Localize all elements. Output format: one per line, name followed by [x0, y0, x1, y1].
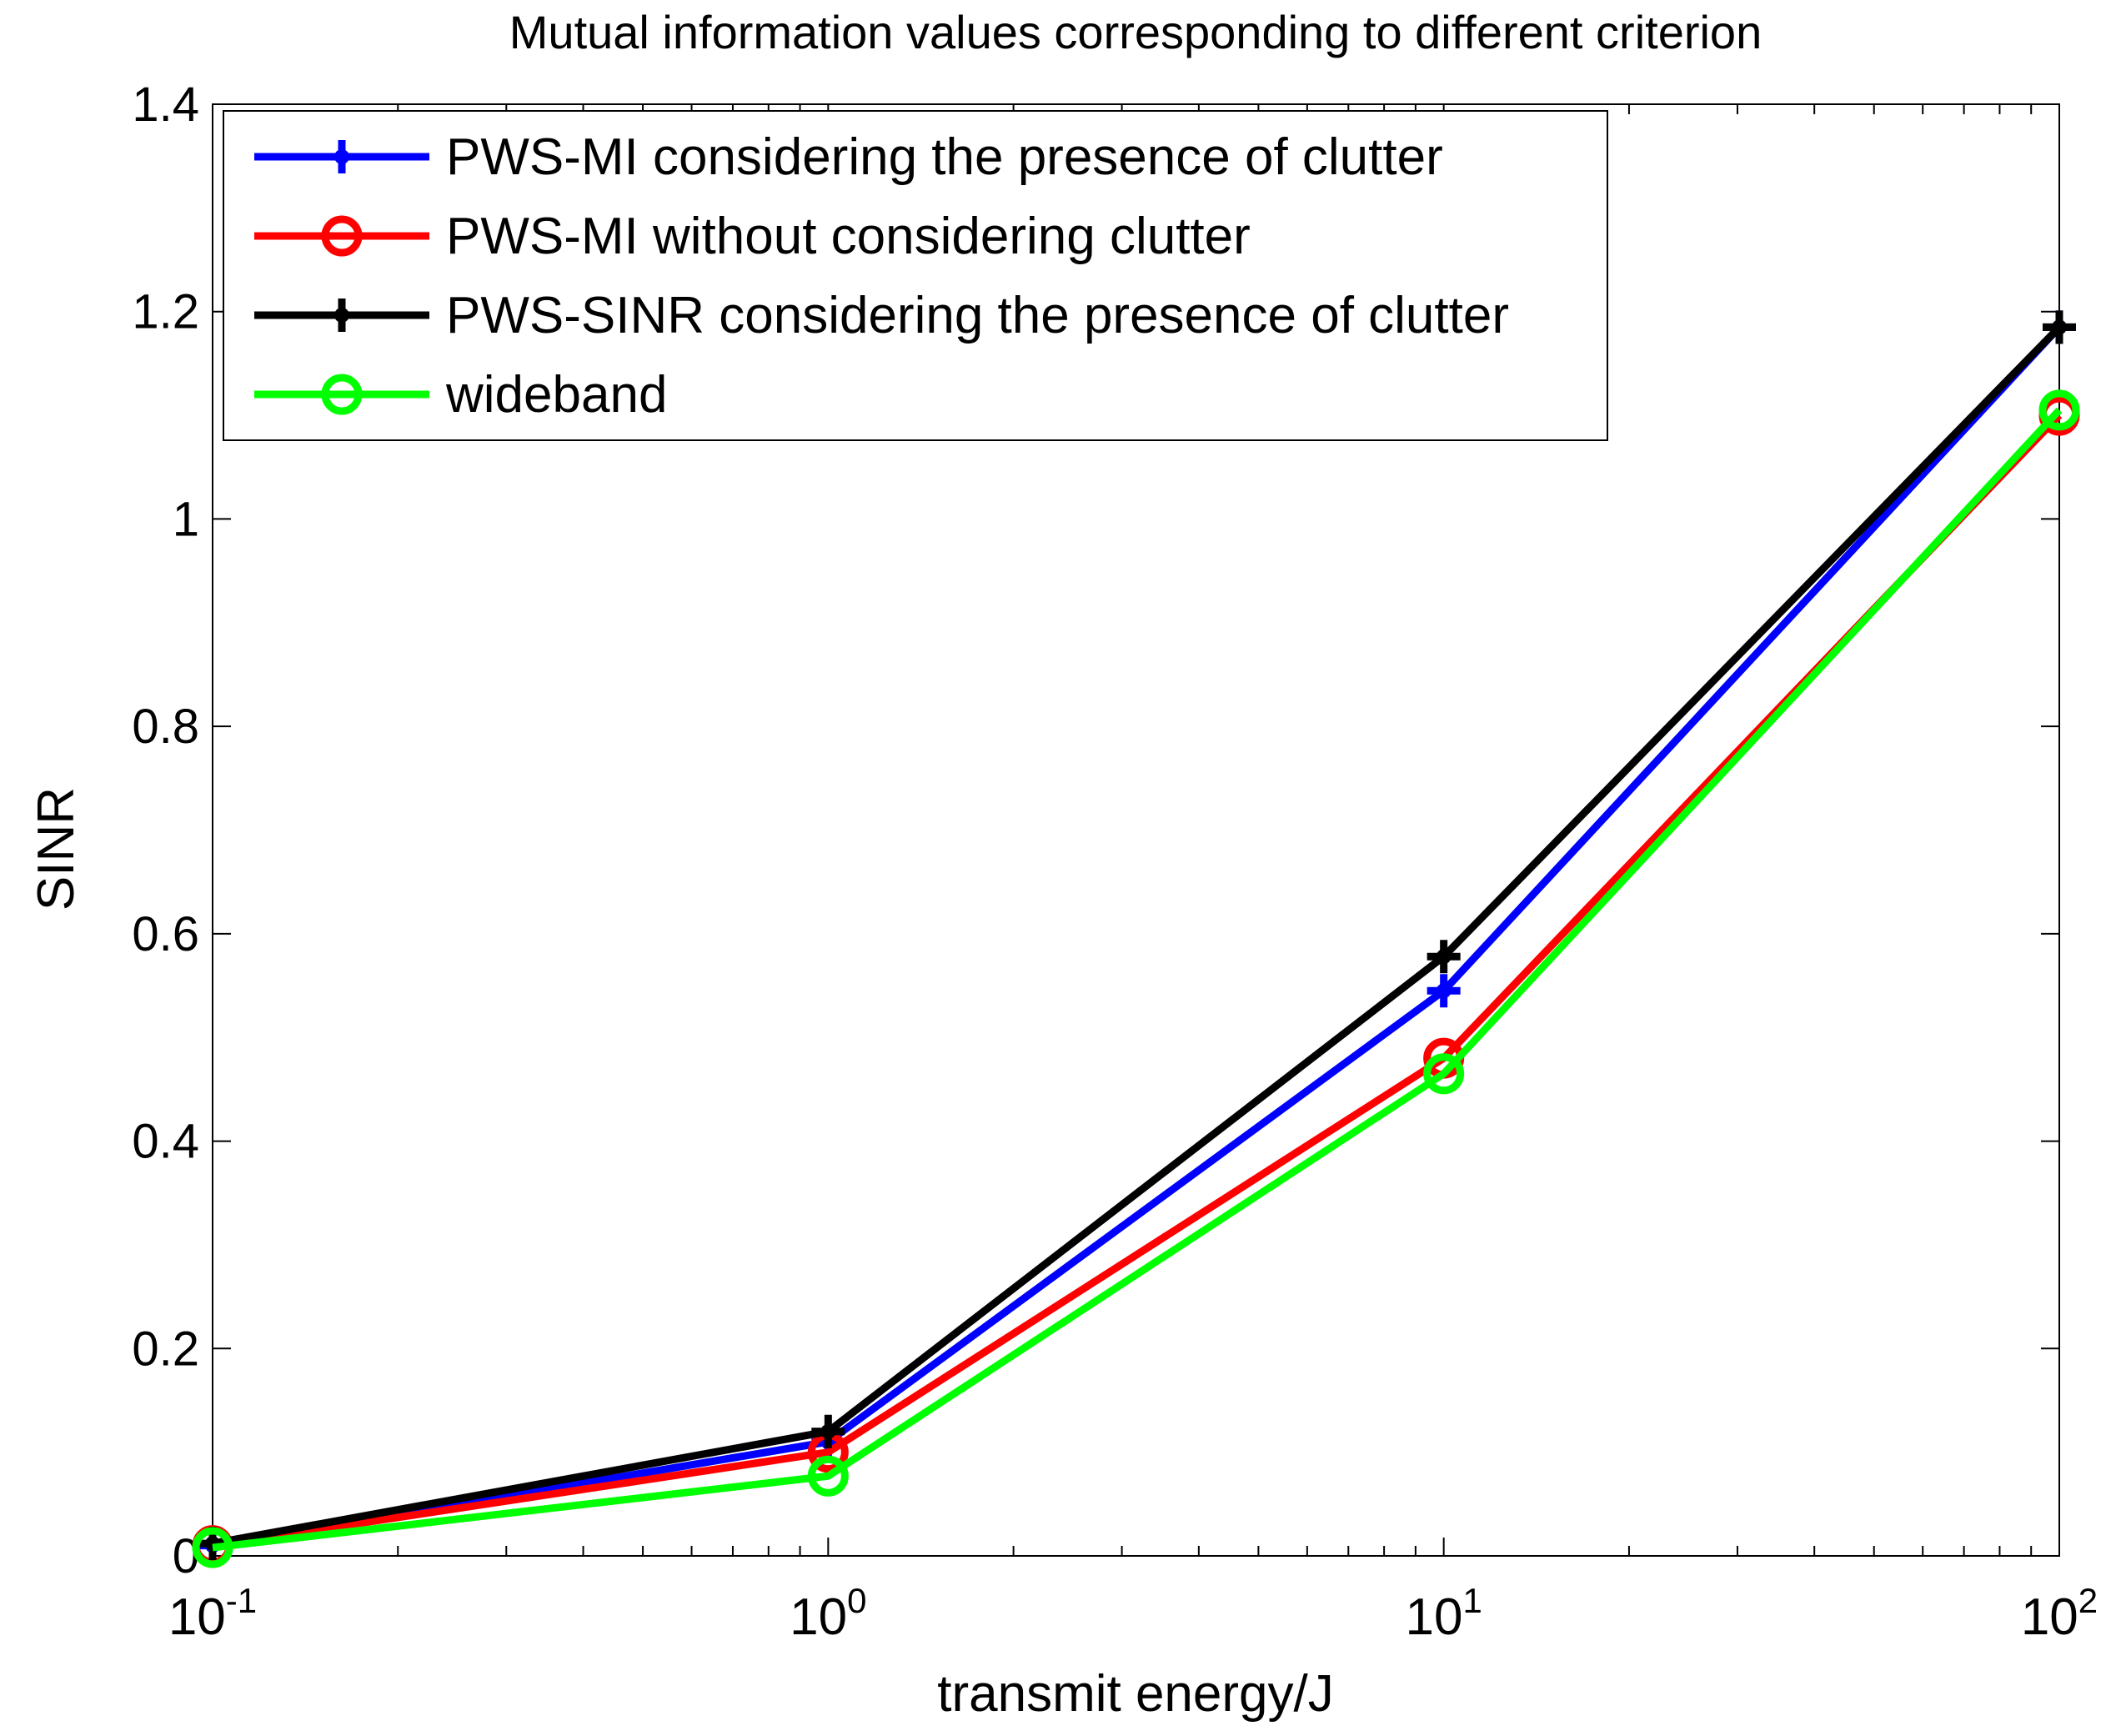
x-tick-label: 102 — [2021, 1581, 2098, 1646]
legend-item: PWS-MI considering the presence of clutt… — [254, 128, 1443, 186]
y-tick-label: 0.6 — [132, 907, 199, 961]
series-3-point-dot — [820, 1423, 836, 1439]
series-4-line — [212, 407, 2063, 1552]
legend-label: PWS-MI considering the presence of clutt… — [446, 128, 1443, 186]
series-4-point — [192, 1527, 233, 1568]
legend-item: PWS-SINR considering the presence of clu… — [254, 287, 1509, 344]
x-tick-label-base: 10 — [168, 1588, 226, 1646]
series-4-point — [1423, 1053, 1465, 1095]
series-1-line — [212, 324, 2063, 1550]
legend-marker-dot — [334, 149, 349, 164]
legend-label: PWS-SINR considering the presence of clu… — [446, 287, 1509, 344]
legend-item: wideband — [254, 366, 667, 424]
series-3-point — [2043, 310, 2076, 344]
chart-title: Mutual information values corresponding … — [509, 6, 1762, 58]
series-4 — [192, 389, 2080, 1568]
y-tick-label: 1.2 — [132, 285, 199, 339]
x-tick-label: 101 — [1406, 1581, 1482, 1646]
x-tick-label-base: 10 — [1406, 1588, 1463, 1646]
series-1-point-dot — [1436, 983, 1452, 999]
x-tick-label: 100 — [790, 1581, 866, 1646]
x-tick-label-exponent: 0 — [847, 1581, 866, 1620]
series-3-line — [212, 324, 2063, 1548]
y-tick-label: 1.4 — [132, 78, 199, 132]
legend-item: PWS-MI without considering clutter — [254, 208, 1251, 265]
y-tick-label: 1 — [173, 492, 199, 546]
y-axis-label: SINR — [28, 787, 85, 911]
legend: PWS-MI considering the presence of clutt… — [223, 110, 1608, 441]
legend-marker — [321, 374, 363, 415]
series-3-point-dot — [1436, 949, 1452, 965]
series-3 — [196, 310, 2076, 1561]
y-tick-label: 0.2 — [132, 1322, 199, 1376]
legend-marker — [321, 215, 363, 257]
series-3-point-dot — [2052, 319, 2067, 335]
legend-label: PWS-MI without considering clutter — [446, 208, 1251, 265]
legend-marker-dot — [334, 308, 349, 323]
y-tick-label: 0.8 — [132, 700, 199, 754]
series-4-point — [2038, 389, 2080, 431]
series-4-point — [807, 1455, 849, 1497]
legend-label: wideband — [445, 366, 667, 424]
x-tick-label-exponent: -1 — [226, 1581, 257, 1620]
x-tick-label-base: 10 — [790, 1588, 847, 1646]
x-tick-label-exponent: 1 — [1462, 1581, 1482, 1620]
series-1-point — [1427, 974, 1461, 1008]
series-3-point — [811, 1414, 845, 1448]
x-tick-label-exponent: 2 — [2078, 1581, 2098, 1620]
series-3-point — [1427, 940, 1461, 974]
legend-box — [223, 110, 1608, 441]
legend-marker — [325, 299, 359, 332]
x-tick-label-base: 10 — [2021, 1588, 2078, 1646]
x-tick-label: 10-1 — [168, 1581, 257, 1646]
x-axis-label: transmit energy/J — [937, 1665, 1334, 1723]
legend-marker — [325, 140, 359, 173]
y-tick-label: 0.4 — [132, 1115, 199, 1169]
